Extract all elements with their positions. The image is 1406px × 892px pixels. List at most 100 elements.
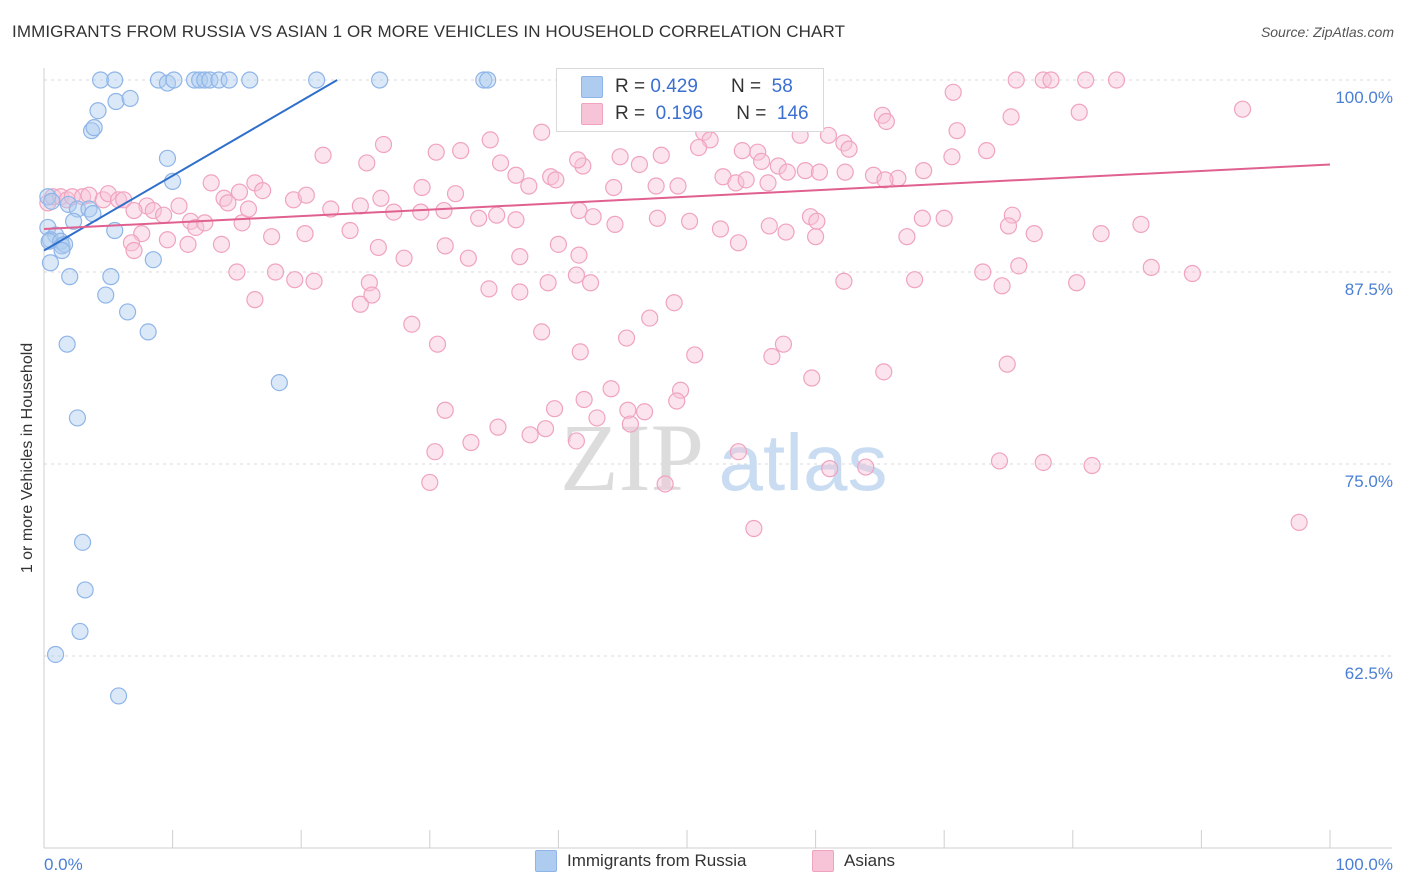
asians-point — [488, 206, 506, 224]
asians-point — [1002, 108, 1020, 126]
russia-point — [43, 192, 61, 210]
asians-point — [363, 286, 381, 304]
asians-point — [341, 221, 359, 240]
legend-item-russia[interactable]: Immigrants from Russia — [535, 850, 746, 872]
legend-stats-row-asians: R = 0.196 N = 146 — [581, 101, 809, 127]
asians-point — [876, 171, 894, 189]
asians-point — [520, 177, 538, 195]
asians-point — [621, 415, 640, 433]
asians-point — [212, 235, 231, 253]
asians-point — [99, 185, 117, 203]
asians-point — [819, 126, 838, 144]
asians-point — [668, 392, 686, 410]
asians-point — [727, 174, 745, 192]
asians-point — [570, 246, 588, 264]
legend-item-asians[interactable]: Asians — [812, 850, 895, 872]
russia-point — [91, 71, 110, 89]
asians-point — [351, 295, 369, 313]
asians-point — [778, 163, 796, 181]
russia-point — [82, 122, 101, 140]
russia-point — [475, 71, 493, 89]
n-value: 58 — [771, 76, 793, 97]
asians-point — [374, 135, 393, 154]
asians-point — [369, 238, 387, 257]
asians-point — [763, 347, 781, 366]
russia-point — [68, 409, 87, 427]
asians-point — [297, 186, 315, 204]
asians-point — [459, 249, 477, 267]
asians-point — [372, 189, 390, 207]
asians-point — [665, 294, 683, 312]
asians-point — [305, 272, 323, 290]
asians-point — [427, 143, 445, 161]
asians-point — [745, 519, 763, 538]
asians-point — [1092, 225, 1110, 243]
asians-point — [1132, 215, 1150, 233]
russia-point — [371, 71, 389, 89]
russia-point — [121, 89, 139, 108]
russia-point — [158, 149, 177, 167]
asians-point — [263, 228, 281, 246]
asians-point — [511, 248, 529, 266]
asians-point — [619, 401, 637, 419]
asians-point — [462, 433, 480, 452]
asians-point — [246, 291, 264, 309]
asians-point — [1068, 274, 1086, 292]
asians-point — [412, 203, 430, 221]
asians-point — [840, 140, 858, 158]
asians-point — [480, 280, 498, 298]
legend-swatch-asians — [581, 103, 603, 125]
asians-point — [1025, 225, 1043, 243]
russia-point — [107, 92, 125, 111]
asians-point — [436, 237, 454, 255]
asians-point — [648, 209, 667, 227]
asians-point — [584, 208, 602, 226]
asians-point — [144, 201, 162, 220]
russia-point — [61, 268, 79, 286]
asians-point — [158, 231, 177, 249]
asians-point — [913, 209, 931, 227]
asians-point — [948, 122, 966, 140]
asians-point — [810, 163, 829, 181]
asians-point — [611, 148, 629, 166]
asians-point — [435, 201, 453, 220]
asians-point — [1083, 456, 1101, 475]
watermark-zip: ZIP — [560, 404, 704, 511]
asians-point — [351, 197, 369, 215]
asians-point — [1077, 71, 1095, 89]
asians-point — [752, 152, 771, 171]
asians-point — [689, 138, 708, 157]
r-label: R = — [615, 76, 646, 97]
asians-point — [1007, 71, 1025, 89]
russia-point — [85, 119, 103, 137]
asians-point — [507, 211, 525, 229]
asians-point — [286, 271, 304, 289]
russia-point — [89, 102, 107, 120]
asians-point — [452, 142, 470, 160]
r-value: 0.196 — [655, 103, 704, 124]
asians-point — [322, 200, 340, 218]
russia-point — [144, 251, 162, 269]
asians-point — [507, 166, 525, 184]
asians-point — [571, 343, 589, 361]
legend-swatch-russia — [535, 850, 557, 872]
asians-point — [835, 272, 853, 290]
asians-point — [202, 174, 220, 192]
asians-point — [567, 266, 586, 284]
asians-point — [1034, 453, 1052, 472]
russia-point — [109, 687, 128, 705]
asians-point — [536, 420, 555, 438]
asians-point — [413, 178, 431, 197]
asians-point — [777, 223, 795, 241]
asians-point — [898, 228, 916, 246]
asians-point — [481, 131, 499, 149]
asians-trendline — [43, 163, 1331, 230]
n-label: N = — [730, 76, 762, 97]
asians-point — [581, 274, 600, 292]
asians-point — [647, 177, 665, 195]
asians-point — [808, 212, 826, 230]
asians-point — [711, 220, 730, 238]
russia-point — [106, 71, 124, 89]
asians-point — [284, 191, 303, 209]
